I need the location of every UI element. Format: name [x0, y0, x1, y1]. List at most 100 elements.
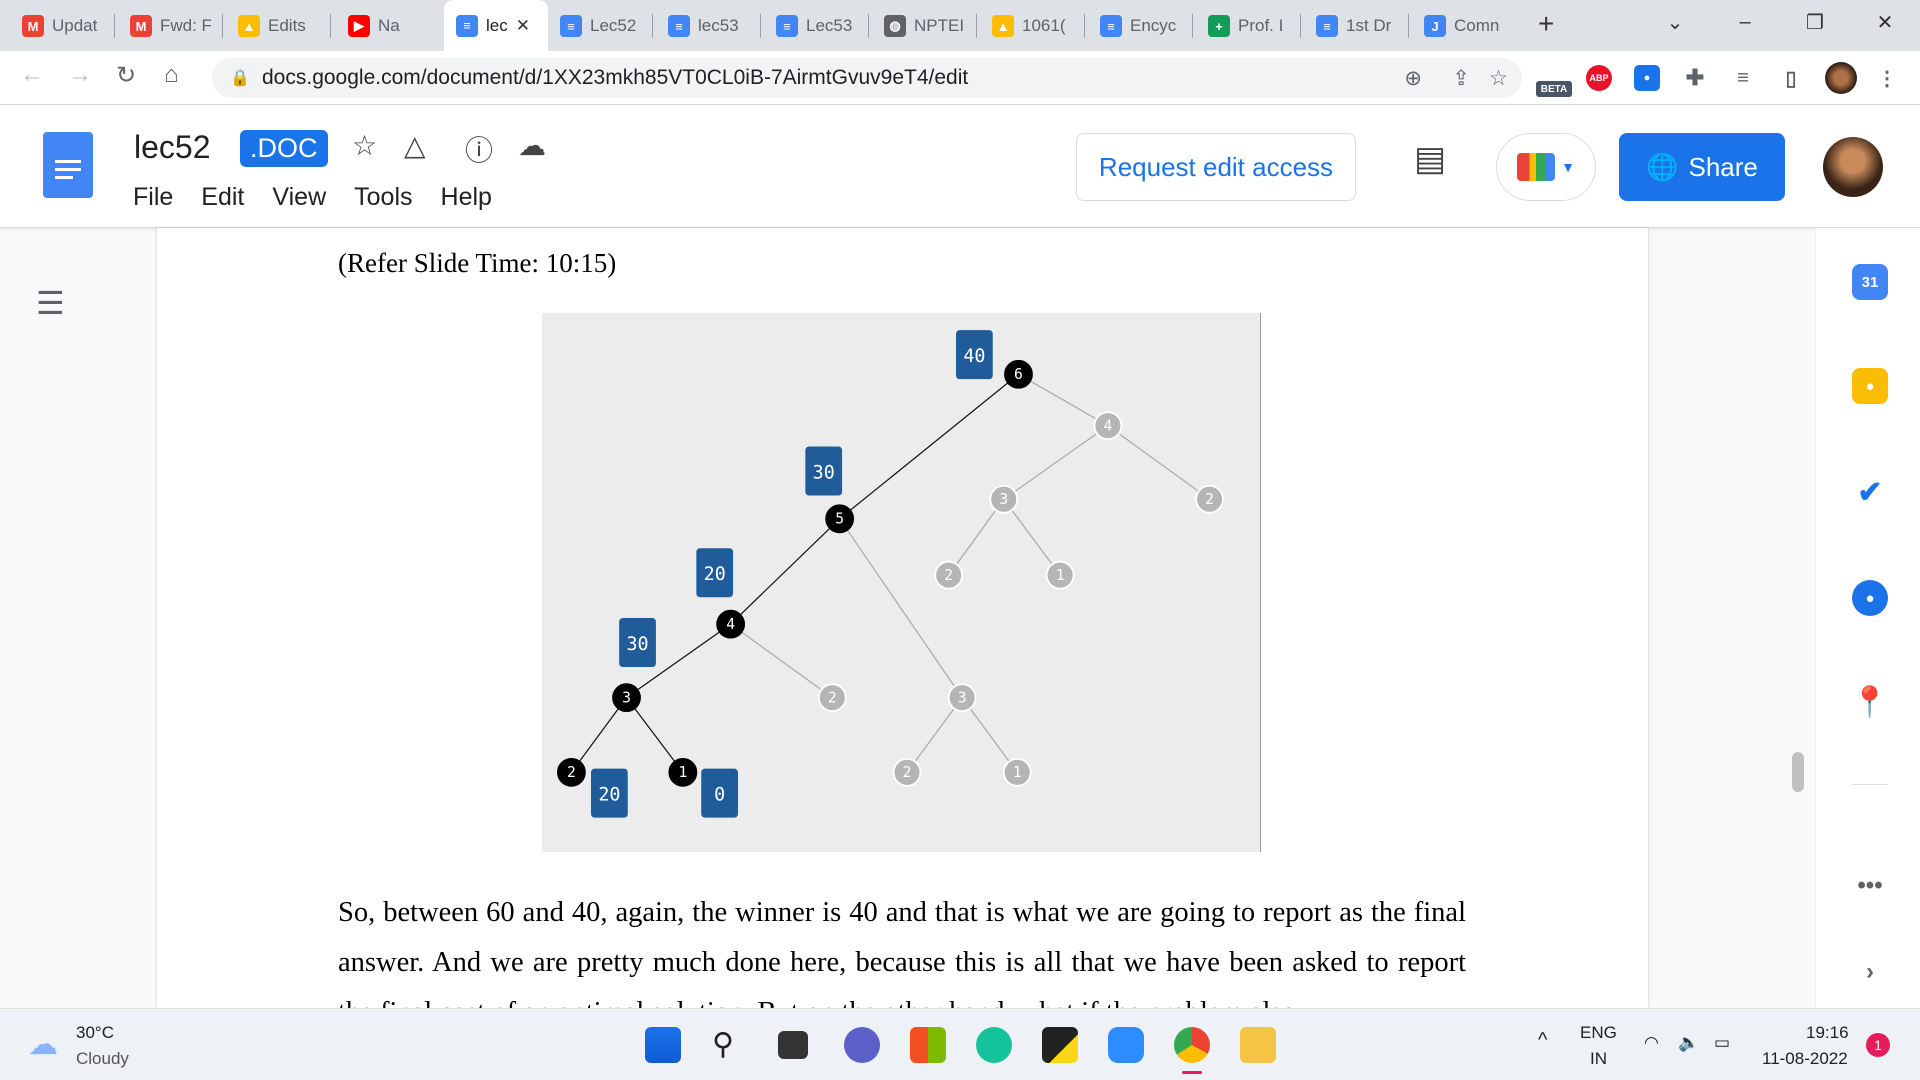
new-tab-button[interactable]: +	[1538, 8, 1555, 39]
task-view-icon[interactable]	[778, 1031, 808, 1059]
weather-status[interactable]: Cloudy	[76, 1049, 129, 1068]
reload-button[interactable]: ↻	[116, 62, 137, 89]
volume-icon[interactable]: 🔈	[1678, 1033, 1700, 1052]
tab-label: Edits	[268, 16, 306, 35]
tab-10[interactable]: ≡ Encyc	[1088, 8, 1188, 44]
side-panel-icon[interactable]: ▯	[1785, 67, 1797, 90]
battery-icon[interactable]: ▭	[1714, 1033, 1731, 1052]
restore-button[interactable]: ❐	[1806, 11, 1824, 34]
tab-2[interactable]: ▲ Edits	[226, 8, 326, 44]
keep-icon[interactable]: ●	[1852, 368, 1888, 404]
tree-node	[1093, 411, 1123, 441]
scrollbar-thumb[interactable]	[1792, 752, 1804, 792]
docs-logo-icon[interactable]	[43, 132, 93, 198]
tab-search-icon[interactable]: ⌄	[1666, 11, 1684, 34]
start-icon[interactable]	[645, 1027, 681, 1063]
tab-12[interactable]: ≡ 1st Dr	[1304, 8, 1404, 44]
forward-button[interactable]: →	[68, 61, 92, 88]
info-icon[interactable]: ⓘ	[465, 135, 494, 166]
account-avatar[interactable]	[1823, 137, 1883, 197]
adblock-extension-icon[interactable]: ABP	[1586, 65, 1612, 91]
tab-4[interactable]: ≡ lec ✕	[444, 0, 548, 51]
tab-label: Updat	[52, 16, 98, 35]
tab-1[interactable]: M Fwd: F	[118, 8, 218, 44]
notification-badge[interactable]: 1	[1866, 1033, 1890, 1057]
tree-node-label: 1	[1013, 764, 1022, 781]
chrome-menu-icon[interactable]: ⋮	[1877, 67, 1897, 90]
file-explorer-icon[interactable]	[1240, 1027, 1276, 1063]
minimize-button[interactable]: –	[1739, 10, 1751, 33]
tree-node-label: 4	[1103, 418, 1112, 435]
comments-icon[interactable]: ▤	[1414, 140, 1447, 178]
teams-chat-icon[interactable]	[844, 1027, 880, 1063]
docs-header: lec52 .DOC ☆ △ ⓘ ☁ File Edit View Tools …	[0, 105, 1920, 228]
tab-11[interactable]: + Prof. I	[1196, 8, 1296, 44]
language-region[interactable]: IN	[1590, 1049, 1607, 1068]
zoom-icon[interactable]: ⊕	[1404, 66, 1422, 90]
contacts-icon[interactable]: ●	[1852, 580, 1888, 616]
tasks-icon[interactable]: ✔	[1852, 474, 1888, 510]
address-bar[interactable]: 🔒 docs.google.com/document/d/1XX23mkh85V…	[212, 58, 1522, 98]
menu-edit[interactable]: Edit	[201, 183, 245, 211]
tab-label: Lec52	[590, 16, 637, 35]
document-outline-icon[interactable]: ☰	[36, 285, 65, 321]
zoom-app-icon[interactable]	[1108, 1027, 1144, 1063]
tab-label: Na	[378, 16, 400, 35]
expand-panel-icon[interactable]: ›	[1852, 954, 1888, 990]
tree-edge	[1003, 425, 1109, 500]
share-button[interactable]: 🌐 Share	[1619, 133, 1785, 201]
store-icon[interactable]	[910, 1027, 946, 1063]
tab-8[interactable]: ◍ NPTEI	[872, 8, 972, 44]
youtube-icon: ▶	[348, 15, 370, 37]
tree-edge	[839, 518, 963, 698]
clock-time[interactable]: 19:16	[1806, 1023, 1849, 1042]
tab-0[interactable]: M Updat	[10, 8, 110, 44]
screen-capture-extension-icon[interactable]: ●	[1634, 65, 1660, 91]
share-page-icon[interactable]: ⇪	[1452, 66, 1470, 90]
tab-5[interactable]: ≡ Lec52	[548, 8, 648, 44]
cost-box	[805, 446, 843, 496]
star-icon[interactable]: ☆	[352, 130, 378, 161]
more-icon[interactable]: •••	[1852, 868, 1888, 904]
tab-6[interactable]: ≡ lec53	[656, 8, 756, 44]
cost-box-label: 40	[963, 346, 985, 367]
clock-date[interactable]: 11-08-2022	[1762, 1049, 1848, 1068]
tab-separator	[1192, 14, 1193, 38]
grammarly-icon[interactable]	[976, 1027, 1012, 1063]
menu-tools[interactable]: Tools	[354, 183, 413, 211]
tab-7[interactable]: ≡ Lec53	[764, 8, 864, 44]
beta-extension-icon[interactable]: BETA	[1536, 81, 1572, 97]
share-label: Share	[1688, 151, 1758, 182]
tab-separator	[976, 14, 977, 38]
menu-view[interactable]: View	[272, 183, 327, 211]
profile-avatar[interactable]	[1825, 62, 1857, 94]
weather-temp[interactable]: 30°C	[76, 1023, 114, 1042]
close-window-button[interactable]: ✕	[1876, 11, 1894, 34]
move-to-drive-icon[interactable]: △	[404, 130, 426, 161]
document-title[interactable]: lec52	[134, 129, 211, 165]
tab-13[interactable]: J Comn	[1412, 8, 1520, 44]
menu-file[interactable]: File	[133, 183, 174, 211]
extensions-puzzle-icon[interactable]: ✚	[1685, 65, 1705, 90]
menu-help[interactable]: Help	[440, 183, 492, 211]
language-code[interactable]: ENG	[1580, 1023, 1617, 1042]
show-hidden-icons-icon[interactable]: ^	[1538, 1029, 1548, 1051]
search-icon[interactable]: ⚲	[712, 1028, 734, 1061]
calendar-icon[interactable]: 31	[1852, 264, 1888, 300]
tab-3[interactable]: ▶ Na	[336, 8, 436, 44]
back-button[interactable]: ←	[20, 61, 44, 88]
request-edit-access-button[interactable]: Request edit access	[1076, 133, 1356, 201]
tree-node	[947, 683, 977, 713]
wifi-icon[interactable]: ◠	[1644, 1033, 1659, 1052]
chrome-taskbar-icon[interactable]	[1174, 1027, 1210, 1063]
tab-9[interactable]: ▲ 1061(	[980, 8, 1080, 44]
close-tab-icon[interactable]: ✕	[515, 15, 530, 35]
meet-icon	[1517, 153, 1556, 181]
bookmark-star-icon[interactable]: ☆	[1489, 66, 1508, 90]
meet-button[interactable]: ▼	[1496, 133, 1596, 201]
sticky-notes-icon[interactable]	[1042, 1027, 1078, 1063]
divider	[1852, 784, 1888, 785]
home-button[interactable]: ⌂	[164, 61, 179, 88]
maps-icon[interactable]: 📍	[1851, 684, 1889, 720]
reading-list-icon[interactable]: ≡	[1737, 66, 1749, 89]
